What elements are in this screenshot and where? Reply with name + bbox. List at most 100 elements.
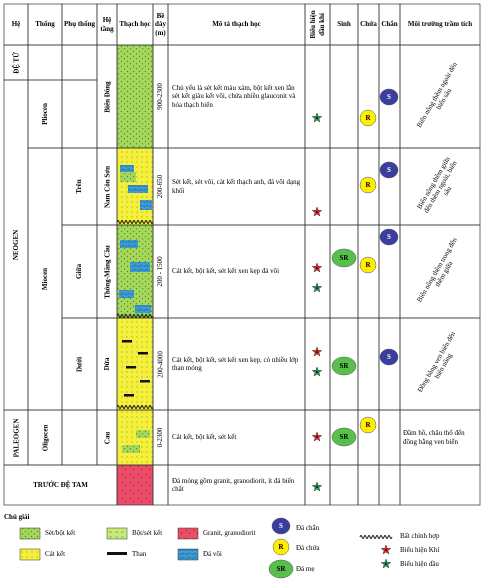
table-cell <box>357 464 380 506</box>
coal-bed <box>122 340 132 343</box>
series-label: Oligocen <box>40 424 49 451</box>
reservoir-badge <box>359 176 377 194</box>
legend-label: Than <box>132 550 147 559</box>
lithology-description: Cát kết, bột kết, sét kết <box>172 433 237 442</box>
source-badge <box>268 559 294 579</box>
legend-unconformity <box>359 535 393 539</box>
table-cell <box>304 317 331 411</box>
table-cell <box>329 44 359 149</box>
limestone-lens <box>130 262 150 272</box>
legend-title: Chú giải <box>4 512 30 521</box>
legend-swatch <box>19 527 41 540</box>
table-cell <box>329 147 359 226</box>
table-cell <box>27 44 63 81</box>
reservoir-badge <box>359 109 377 127</box>
legend-label: Cát kết <box>45 550 66 559</box>
reservoir-badge-text: R <box>365 260 371 269</box>
table-cell <box>329 224 359 319</box>
seal-badge-text: S <box>387 165 391 174</box>
legend-label: Granit, granodiorit <box>203 529 256 538</box>
table-cell <box>152 464 169 506</box>
source-badge-text: SR <box>339 253 349 262</box>
reservoir-badge-text: R <box>365 180 371 189</box>
legend-swatch <box>177 527 199 540</box>
legend-label: Sét/bột kết <box>45 529 76 538</box>
legend-swatch <box>177 548 199 561</box>
environment: Đầm hồ, châu thổ đến đồng bằng ven biển <box>403 429 465 446</box>
thickness: 200-4000 <box>156 350 165 378</box>
formation-name: Thông-Mãng Cầu <box>102 244 111 299</box>
seal-badge <box>379 228 399 246</box>
lithology-description: Cát kết, bột kết, sét kết xen kẹp đá vôi <box>172 267 280 276</box>
table-cell <box>329 464 359 506</box>
column-header: Bề dày (m) <box>155 12 166 37</box>
seal-badge <box>271 517 291 535</box>
thickness: 200-650 <box>156 174 165 199</box>
series-label: Miocen <box>40 267 49 291</box>
legend-label: Bất chỉnh hợp <box>400 531 440 540</box>
unconformity <box>116 220 154 224</box>
limestone-lens <box>135 305 151 313</box>
lithology-fill <box>117 318 153 410</box>
seal-badge-text: S <box>279 521 283 530</box>
legend-label: Biểu hiện Khí <box>400 545 440 554</box>
source-badge-text: SR <box>276 564 286 573</box>
column-header: Biểu hiện dầu khí <box>309 10 326 39</box>
siltstone-lens <box>120 172 136 182</box>
gas-show-center <box>316 436 318 438</box>
system-label: ĐỆ TỨ <box>11 51 20 74</box>
lithology-description: Chủ yếu là sét kết màu xám, bột kết xen … <box>172 84 296 109</box>
legend-label: Biểu hiện dầu <box>400 559 439 568</box>
column-header: Phụ thống <box>64 20 95 29</box>
series-label: Pliocen <box>40 103 49 125</box>
column-header: Hệ tầng <box>100 16 114 33</box>
table-cell <box>378 409 401 466</box>
reservoir-badge <box>272 538 290 556</box>
formation-name: Biển Đông <box>102 80 111 113</box>
pre-tertiary-label: TRƯỚC ĐỆ TAM <box>33 480 88 489</box>
source-badge <box>331 427 357 447</box>
coal-bed <box>124 394 134 397</box>
table-cell <box>304 224 331 319</box>
lithology-fill <box>117 45 153 148</box>
table-cell <box>399 464 481 506</box>
legend-label: Đá chứa <box>296 543 320 552</box>
column-header: Thạch học <box>119 20 151 29</box>
table-cell <box>61 44 98 81</box>
source-badge-text: SR <box>339 361 349 370</box>
seal-badge-text: S <box>387 92 391 101</box>
legend-gas-show-center <box>385 549 387 551</box>
oil-show-center <box>316 486 318 488</box>
column-header: Sinh <box>337 20 351 29</box>
subseries-label: Dưới <box>75 356 84 372</box>
system-label: NEOGEN <box>11 229 20 261</box>
thickness: 200 - 1500 <box>156 256 165 287</box>
limestone-lens <box>120 240 138 248</box>
table-cell <box>357 317 380 411</box>
gas-show-center <box>316 351 318 353</box>
siltstone-lens <box>122 445 140 453</box>
legend-label: Đá chắn <box>296 523 320 532</box>
siltstone-lens <box>136 430 150 438</box>
reservoir-badge <box>359 256 377 274</box>
reservoir-badge-text: R <box>365 113 371 122</box>
column-header: Chứa <box>360 20 377 29</box>
column-header: Môi trường trầm tích <box>407 20 473 29</box>
seal-badge-text: S <box>387 352 391 361</box>
legend-label: Đá vôi <box>203 550 222 559</box>
legend-oil-show-center <box>385 563 387 565</box>
formation-name: Dừa <box>102 357 111 371</box>
oil-show-center <box>316 117 318 119</box>
table-cell <box>304 44 331 149</box>
legend-label: Bột/sét kết <box>132 529 163 538</box>
gas-show-center <box>316 211 318 213</box>
formation-name: Cau <box>102 431 111 444</box>
table-cell <box>357 44 380 149</box>
thickness: 900-2300 <box>156 83 165 110</box>
limestone-lens <box>140 200 152 210</box>
unconformity <box>116 314 154 318</box>
reservoir-badge <box>359 416 377 434</box>
column-header: Mô tả thạch học <box>212 20 261 29</box>
